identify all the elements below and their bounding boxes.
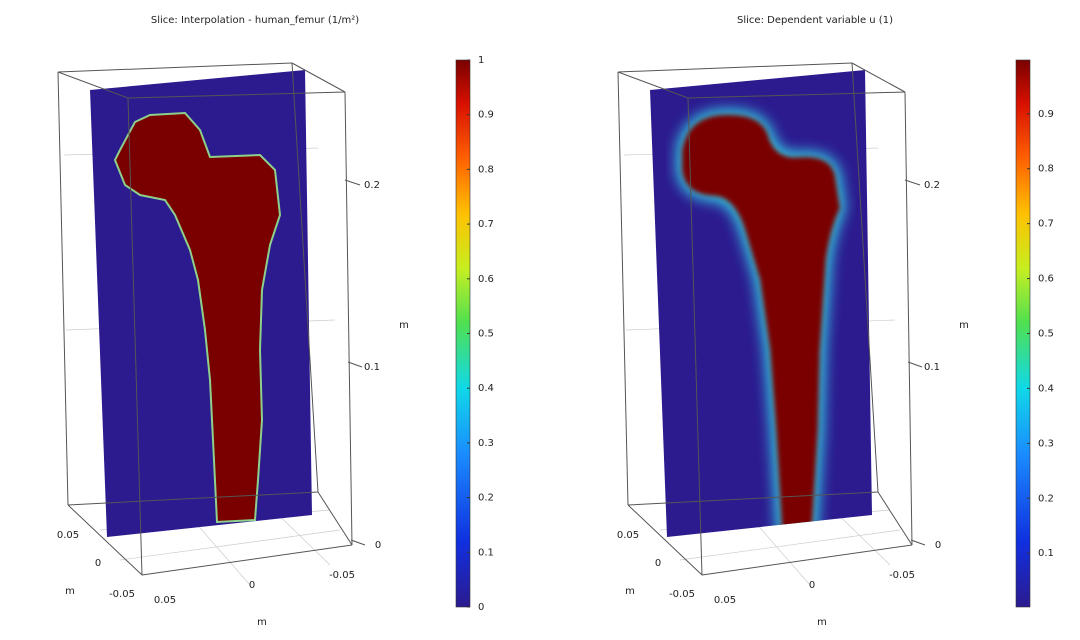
colorbar-tick-label: 1 — [478, 55, 484, 66]
colorbar-tick-label: 0.8 — [1038, 164, 1054, 175]
axis-label: -0.05 — [889, 570, 915, 581]
axis-label: m — [625, 586, 635, 597]
colorbar-tick-label: 0.7 — [478, 219, 494, 230]
bounding-box — [617, 62, 926, 576]
colorbar-tick-label: 0.3 — [478, 438, 494, 449]
axis-label: 0.2 — [364, 180, 380, 191]
plot-panel: Slice: Dependent variable u (1) 0.2 0.1 0 m 0… — [617, 15, 1054, 628]
colorbar-tick-label: 0.8 — [478, 164, 494, 175]
colorbar-tick-label: 0.4 — [1038, 383, 1054, 394]
colorbar-tick-label: 0.2 — [1038, 493, 1054, 504]
axis-label: 0 — [95, 558, 101, 569]
axis-label: -0.05 — [329, 570, 355, 581]
femur-field — [682, 114, 840, 531]
colorbar-tick-label: 0 — [478, 602, 484, 613]
colorbar-tick-label: 0.6 — [1038, 274, 1054, 285]
axis-label: 0 — [935, 540, 941, 551]
colorbar-tick-label: 0.5 — [1038, 329, 1054, 340]
colorbar-tick-label: 0.3 — [1038, 438, 1054, 449]
axis-label: m — [257, 617, 267, 628]
axis-label: m — [65, 586, 75, 597]
axis-label: 0.1 — [364, 362, 380, 373]
axis-label: 0 — [249, 580, 255, 591]
colorbar-tick-label: 0.2 — [478, 493, 494, 504]
colorbar-tick-label: 0.9 — [478, 110, 494, 121]
axis-label: -0.05 — [109, 589, 135, 600]
axis-label: 0 — [655, 558, 661, 569]
axis-label: m — [817, 617, 827, 628]
axis-label: m — [399, 320, 409, 331]
colorbar-tick-label: 0.1 — [478, 547, 494, 558]
axis-label: 0.05 — [154, 595, 176, 606]
axis-label: 0 — [809, 580, 815, 591]
axis-label: 0.2 — [924, 180, 940, 191]
colorbar-tick-label: 0.9 — [1038, 109, 1054, 120]
axis-label: 0.05 — [714, 595, 736, 606]
femur-region — [113, 111, 282, 524]
axis-label: 0 — [375, 540, 381, 551]
axis-label: 0.05 — [57, 530, 79, 541]
colorbar-tick-label: 0.5 — [478, 329, 494, 340]
axis-label: 0.1 — [924, 362, 940, 373]
axis-label: 0.05 — [617, 530, 639, 541]
axis-label: -0.05 — [669, 589, 695, 600]
plot-title: Slice: Dependent variable u (1) — [737, 15, 893, 26]
colorbar-tick-label: 0.7 — [1038, 219, 1054, 230]
axis-label: m — [959, 320, 969, 331]
colorbar-tick-label: 0.6 — [478, 274, 494, 285]
colorbar-tick-label: 0.4 — [478, 383, 494, 394]
bounding-box — [57, 62, 366, 576]
plot-panel: Slice: Interpolation - human_femur (1/m²… — [57, 15, 494, 628]
colorbar-tick-label: 0.1 — [1038, 548, 1054, 559]
plot-title: Slice: Interpolation - human_femur (1/m²… — [151, 15, 359, 26]
